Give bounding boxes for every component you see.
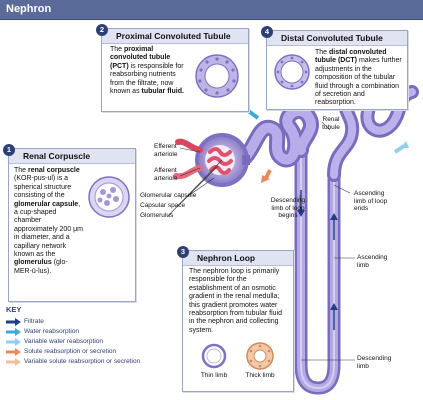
thick-limb-label: Thick limb (243, 372, 277, 380)
corpuscle-cross-section (87, 175, 131, 219)
key-item-variable-water: Variable water reabsorption (6, 337, 156, 347)
nephron-loop-card: Nephron Loop The nephron loop is primari… (182, 250, 294, 392)
afferent-arteriole-label: Afferent arteriole (154, 167, 184, 182)
pct-cross-section (194, 53, 240, 99)
badge-1: 1 (3, 144, 15, 156)
solute-arrow-icon (6, 348, 21, 356)
key-item-water: Water reabsorption (6, 327, 156, 337)
key-item-solute: Solute reabsorption or secretion (6, 347, 156, 357)
key-title: KEY (6, 305, 156, 314)
thick-limb-cross-section (245, 341, 275, 371)
variable-solute-arrow-icon (6, 358, 21, 366)
distal-tubule-card: Distal Convoluted Tubule The distal conv… (266, 30, 408, 110)
glomerular-capsule-label: Glomerular capsule (140, 192, 196, 200)
nephron-loop-title: Nephron Loop (183, 251, 293, 266)
distal-tubule-title: Distal Convoluted Tubule (267, 31, 407, 46)
thin-limb-cross-section (201, 343, 227, 369)
water-arrow-icon (6, 328, 21, 336)
badge-3: 3 (177, 246, 189, 258)
badge-4: 4 (261, 26, 273, 38)
dct-cross-section (273, 53, 311, 91)
renal-corpuscle-title: Renal Corpuscle (9, 149, 135, 164)
renal-corpuscle-card: Renal Corpuscle The renal corpuscle (KOR… (8, 148, 136, 302)
descending-limb-begins-label: Descending limb of loop begins (268, 197, 308, 220)
distal-tubule-description: The distal convoluted tubule (DCT) makes… (315, 49, 403, 108)
capsular-space-label: Capsular space (140, 202, 185, 210)
nephron-loop-description: The nephron loop is primarily responsibl… (189, 268, 289, 335)
proximal-tubule-description: The proximal convoluted tubule (PCT) is … (110, 46, 188, 96)
proximal-convoluted-tubule (242, 111, 311, 160)
thin-limb-label: Thin limb (197, 372, 231, 380)
efferent-arteriole-label: Efferent arteriole (154, 143, 184, 158)
filtrate-arrow-icon (6, 318, 21, 326)
renal-corpuscle-description: The renal corpuscle (KOR-pus-ul) is a sp… (14, 167, 84, 276)
ascending-limb-ends-label: Ascending limb of loop ends (354, 190, 390, 213)
ascending-limb-label: Ascending limb (357, 254, 387, 269)
variable-water-arrow-icon (6, 338, 21, 346)
key-item-variable-solute: Variable solute reabsorption or secretio… (6, 357, 156, 374)
key-legend: KEY Filtrate Water reabsorption Variable… (6, 305, 156, 374)
renal-tubule-label: Renal tubule (319, 116, 343, 131)
proximal-tubule-title: Proximal Convoluted Tubule (102, 29, 248, 44)
nephron-loop (301, 150, 334, 388)
key-item-filtrate: Filtrate (6, 317, 156, 327)
glomerulus-label: Glomerulus (140, 212, 173, 220)
proximal-tubule-card: Proximal Convoluted Tubule The proximal … (101, 28, 249, 112)
descending-limb-label: Descending limb (357, 355, 395, 370)
badge-2: 2 (96, 24, 108, 36)
